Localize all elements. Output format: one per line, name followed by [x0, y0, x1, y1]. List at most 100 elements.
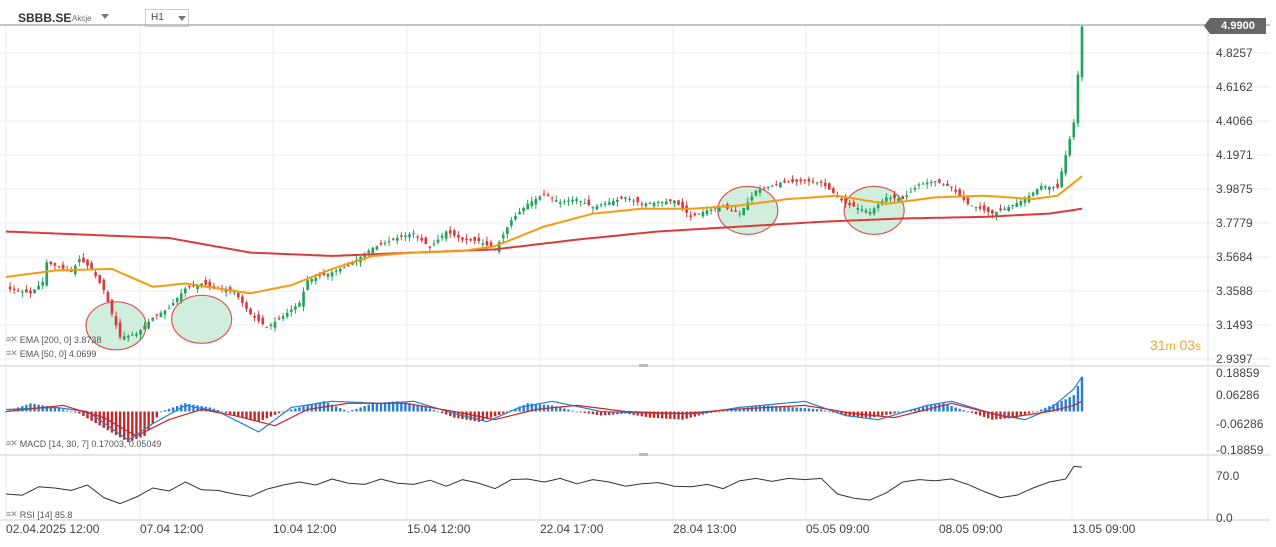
candle-body [705, 210, 709, 215]
macd-bar [481, 411, 485, 421]
candle-body [444, 231, 448, 239]
candle-body [823, 182, 827, 187]
macd-bar [791, 407, 794, 412]
settings-icon[interactable]: ≡✕ [6, 334, 18, 344]
candle-body [942, 184, 945, 186]
macd-bar [946, 404, 949, 412]
macd-bar [987, 411, 990, 419]
macd-bar [575, 411, 578, 413]
candle-body [872, 208, 876, 214]
macd-bar [408, 403, 411, 412]
candle-body [1076, 74, 1080, 124]
price-tick-label: 2.9397 [1216, 352, 1253, 366]
candle-body [905, 195, 909, 198]
macd-bar [832, 411, 835, 413]
candle-body [69, 271, 73, 273]
candle-body [864, 210, 868, 213]
settings-icon[interactable]: ≡✕ [6, 348, 18, 358]
candle-body [1007, 207, 1010, 212]
macd-bar [563, 408, 566, 412]
macd-bar [497, 411, 501, 415]
candle-body [236, 292, 240, 298]
candle-body [465, 238, 468, 241]
macd-bar [135, 411, 138, 440]
candle-body [12, 288, 16, 291]
macd-bar [70, 411, 73, 413]
candle-body [228, 287, 232, 291]
macd-bar [608, 411, 611, 415]
candle-body [762, 187, 766, 189]
settings-icon[interactable]: ≡✕ [6, 509, 18, 519]
pane-resize-handle[interactable] [639, 364, 648, 367]
candle-body [628, 198, 631, 200]
countdown-seconds: 03 [1179, 337, 1196, 353]
ema200-legend-text: EMA [200, 0] 3.8738 [19, 334, 102, 345]
macd-bar [669, 411, 672, 419]
symbol-label[interactable]: SBBB.SE [18, 11, 72, 25]
macd-bar [428, 408, 432, 412]
macd-bar [351, 410, 354, 412]
macd-bar [644, 411, 648, 417]
macd-bar [660, 411, 664, 419]
candle-body [893, 194, 896, 199]
candle-body [232, 291, 236, 293]
macd-bar [514, 408, 517, 412]
macd-bar [432, 409, 436, 412]
macd-bar [379, 402, 383, 412]
candle-body [734, 210, 737, 212]
candle-body [799, 179, 803, 182]
candle-body [648, 203, 652, 205]
candle-body [481, 243, 485, 245]
candle-body [179, 293, 183, 302]
candle-body [681, 201, 684, 209]
candle-body [135, 333, 138, 336]
symbol-dropdown-icon[interactable] [101, 14, 109, 19]
macd-bar [57, 408, 61, 412]
candle-body [1072, 122, 1076, 138]
candle-body [126, 335, 130, 338]
macd-bar [175, 406, 179, 412]
candle-body [815, 182, 819, 184]
macd-bar [343, 409, 346, 412]
macd-bar [493, 411, 497, 417]
timeframe-select[interactable]: H1 [145, 9, 189, 27]
candle-body [579, 201, 583, 203]
macd-bar [102, 411, 106, 428]
candle-body [78, 259, 81, 263]
macd-bar [489, 411, 493, 418]
pane-resize-handle[interactable] [639, 453, 648, 456]
macd-bar [995, 411, 998, 420]
candle-body [383, 242, 387, 244]
candle-body [611, 201, 615, 206]
candle-body [783, 180, 786, 183]
candle-body [420, 237, 424, 241]
macd-bar [815, 409, 819, 412]
candle-body [143, 325, 146, 330]
macd-bar [917, 407, 921, 412]
candle-body [245, 302, 248, 309]
macd-bar [587, 411, 591, 414]
macd-bar [746, 407, 749, 412]
price-tick-label: 3.3588 [1216, 284, 1253, 298]
macd-bar [216, 410, 220, 412]
macd-bar [868, 411, 872, 418]
time-tick-label: 22.04 17:00 [540, 522, 604, 536]
candle-body [958, 189, 962, 196]
candle-body [167, 307, 171, 309]
macd-bar [942, 403, 945, 412]
price-tick-label: 3.7779 [1216, 216, 1253, 230]
candle-body [159, 312, 163, 318]
macd-bar [1044, 407, 1047, 412]
chart-header: SBBB.SE Akcje H1 [0, 6, 1210, 28]
settings-icon[interactable]: ≡✕ [6, 438, 18, 448]
macd-bar [261, 411, 264, 421]
candle-body [599, 204, 603, 206]
candle-body [310, 278, 314, 282]
macd-bar [803, 408, 807, 412]
candle-body [192, 285, 195, 287]
candle-body [999, 208, 1002, 211]
candle-body [746, 202, 750, 210]
candle-body [563, 201, 566, 203]
macd-histogram [4, 376, 1084, 443]
